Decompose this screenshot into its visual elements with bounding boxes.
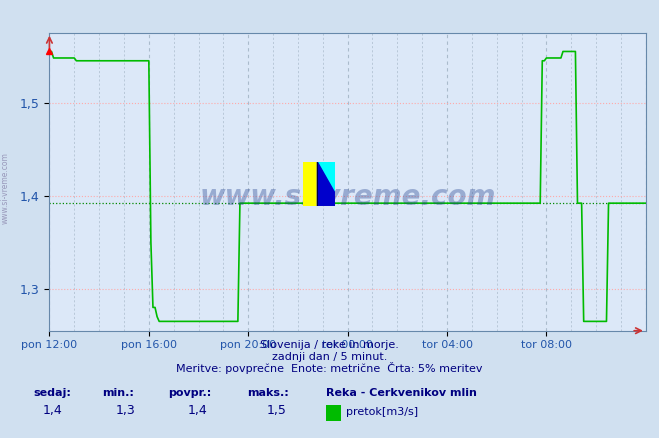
Text: 1,3: 1,3 [115,404,135,417]
Text: Slovenija / reke in morje.: Slovenija / reke in morje. [260,340,399,350]
Text: www.si-vreme.com: www.si-vreme.com [1,152,10,224]
Text: 1,4: 1,4 [43,404,63,417]
Text: 1,5: 1,5 [267,404,287,417]
Text: povpr.:: povpr.: [168,389,212,399]
Polygon shape [318,162,335,206]
Text: Meritve: povprečne  Enote: metrične  Črta: 5% meritev: Meritve: povprečne Enote: metrične Črta:… [176,362,483,374]
Text: zadnji dan / 5 minut.: zadnji dan / 5 minut. [272,352,387,362]
Text: Reka - Cerkvenikov mlin: Reka - Cerkvenikov mlin [326,389,477,399]
Text: www.si-vreme.com: www.si-vreme.com [200,183,496,211]
Text: 1,4: 1,4 [188,404,208,417]
Polygon shape [318,162,335,193]
Text: maks.:: maks.: [247,389,289,399]
Text: pretok[m3/s]: pretok[m3/s] [346,407,418,417]
Text: min.:: min.: [102,389,134,399]
Text: sedaj:: sedaj: [33,389,71,399]
